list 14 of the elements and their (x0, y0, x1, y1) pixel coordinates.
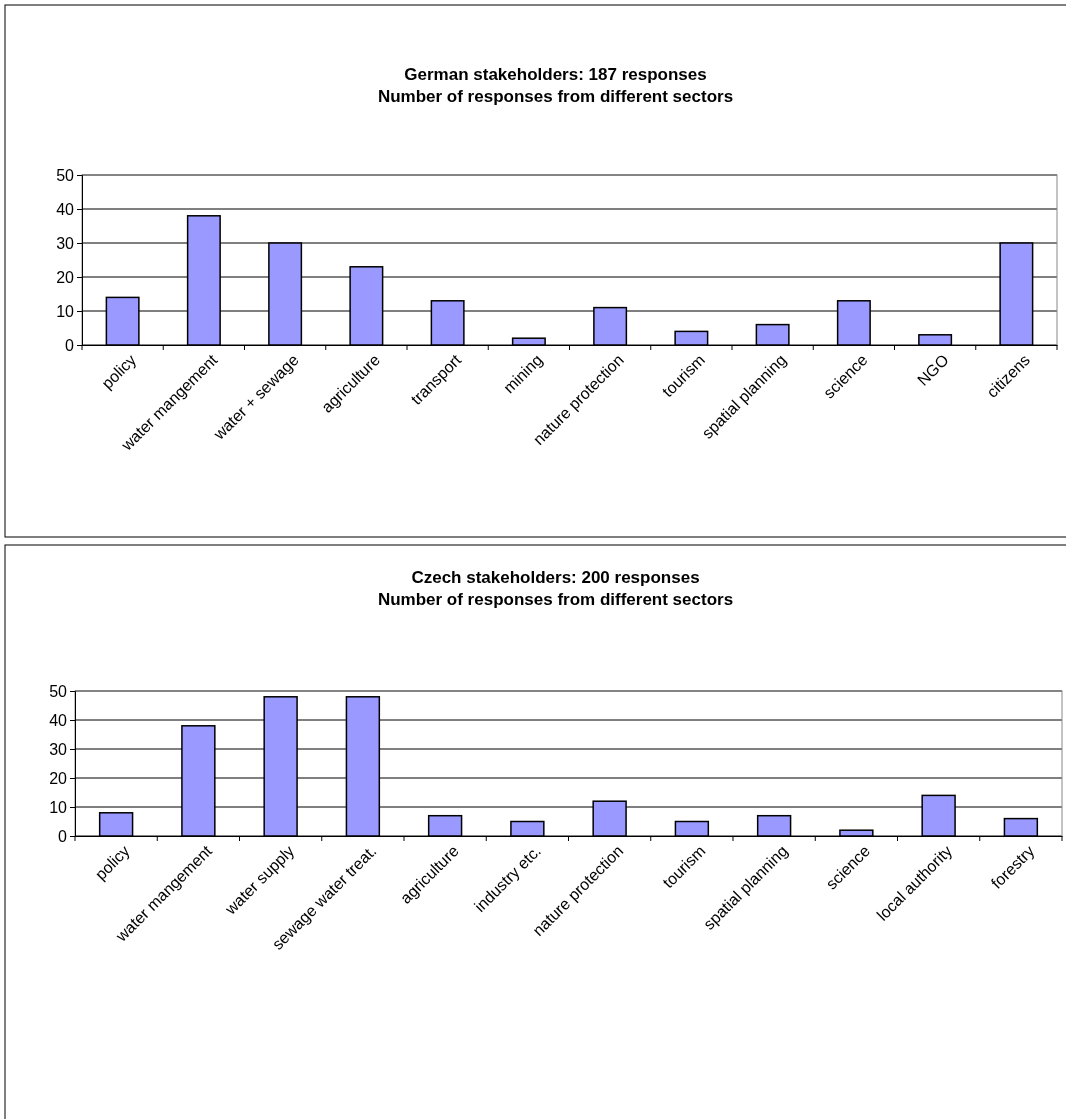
y-tick-label: 20 (49, 769, 68, 787)
y-tick-label: 40 (56, 200, 75, 218)
chart-title: German stakeholders: 187 responses Number of responses from different sectors (377, 65, 734, 106)
y-tick-label: 20 (56, 268, 75, 286)
y-tick-label: 30 (49, 740, 68, 758)
y-tick-label: 0 (58, 827, 68, 845)
y-tick-label: 30 (56, 234, 75, 252)
y-tick-label: 50 (56, 166, 75, 184)
y-tick-label: 40 (49, 711, 68, 729)
chart-title: Czech stakeholders: 200 responses Number of responses from different sectors (377, 568, 734, 609)
y-tick-label: 10 (56, 302, 75, 320)
y-tick-label: 10 (49, 798, 68, 816)
y-tick-label: 0 (65, 336, 75, 354)
y-tick-label: 50 (49, 682, 68, 700)
